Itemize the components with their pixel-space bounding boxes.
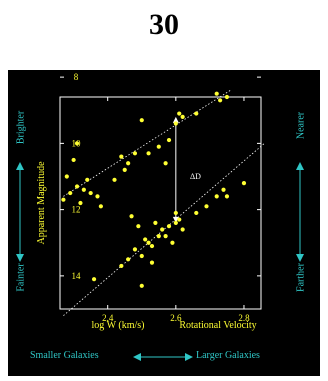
y-tick-label: 14	[72, 271, 82, 281]
data-point-series-1	[177, 111, 182, 116]
data-point-series-2	[194, 210, 199, 216]
chart-panel: 2.42.62.88101214 ΔD Apparent Magnitude l…	[8, 70, 320, 376]
data-point-series-2	[180, 227, 185, 232]
x-tick-label: 2.6	[170, 313, 182, 323]
delta-arrow-head-down	[172, 216, 179, 223]
delta-arrow-head-up	[172, 116, 179, 123]
left-double-arrow	[14, 162, 26, 262]
delta-arrow	[172, 116, 179, 223]
delta-d-annotation: ΔD	[190, 172, 201, 181]
data-point-series-1	[85, 177, 90, 182]
data-points	[61, 91, 247, 288]
data-point-series-2	[136, 224, 141, 229]
data-point-series-1	[166, 137, 172, 143]
data-point-series-1	[163, 161, 168, 166]
data-point-series-2	[204, 204, 209, 209]
brighter-label: Brighter	[15, 110, 27, 145]
data-point-series-1	[224, 94, 230, 100]
data-point-series-1	[214, 91, 219, 96]
data-point-series-1	[88, 190, 93, 196]
data-point-series-1	[95, 194, 100, 199]
data-point-series-2	[126, 257, 131, 262]
data-point-series-2	[153, 220, 158, 225]
data-point-series-2	[173, 220, 178, 225]
data-point-series-2	[166, 224, 172, 229]
y-axis-label: Apparent Magnitude	[36, 161, 47, 245]
data-point-series-1	[71, 157, 76, 163]
axis-ticks: 2.42.62.88101214	[60, 72, 261, 323]
data-point-series-1	[74, 141, 80, 146]
data-point-series-1	[180, 114, 185, 119]
data-point-series-2	[146, 240, 151, 245]
data-point-series-2	[139, 283, 144, 288]
data-point-series-2	[221, 187, 226, 192]
data-point-series-1	[81, 187, 86, 192]
fit-line-1	[63, 90, 231, 197]
data-point-series-2	[139, 253, 144, 259]
nearer-label: Nearer	[295, 111, 307, 140]
data-point-series-1	[98, 204, 103, 209]
data-point-series-1	[74, 184, 80, 189]
data-point-series-1	[194, 111, 199, 116]
fit-line-2	[63, 143, 265, 316]
x-tick-label: 2.8	[238, 313, 250, 323]
data-point-series-1	[61, 197, 66, 202]
data-point-series-1	[64, 174, 69, 179]
data-point-series-2	[149, 243, 155, 249]
data-point-series-2	[156, 234, 161, 239]
data-point-series-2	[241, 181, 247, 186]
data-point-series-2	[143, 237, 148, 242]
data-point-series-1	[119, 154, 124, 159]
data-point-series-1	[156, 144, 161, 149]
fainter-label: Fainter	[15, 263, 27, 292]
data-point-series-1	[78, 200, 83, 206]
data-point-series-2	[170, 240, 175, 245]
data-point-series-1	[132, 151, 138, 156]
x-axis-secondary-label: Rotational Velocity	[179, 320, 256, 331]
data-point-series-2	[163, 234, 168, 239]
data-point-series-1	[218, 98, 223, 103]
data-point-series-1	[173, 121, 178, 126]
smaller-galaxies-label: Smaller Galaxies	[30, 350, 99, 361]
data-point-series-1	[139, 118, 144, 123]
data-point-series-2	[149, 260, 155, 265]
slide-number: 30	[149, 8, 179, 41]
larger-galaxies-label: Larger Galaxies	[196, 350, 260, 361]
data-point-series-1	[68, 190, 73, 196]
x-axis-label: log W (km/s)	[92, 320, 145, 331]
data-point-series-2	[173, 210, 178, 216]
y-tick-label: 8	[74, 72, 79, 82]
data-point-series-2	[91, 277, 97, 282]
data-point-series-1	[146, 151, 151, 156]
plot-frame	[59, 96, 262, 310]
data-point-series-2	[132, 247, 138, 252]
data-point-series-2	[214, 194, 219, 199]
farther-label: Farther	[295, 263, 307, 292]
scatter-chart: 2.42.62.88101214 ΔD Apparent Magnitude l…	[36, 72, 265, 331]
data-point-series-2	[129, 214, 134, 219]
x-tick-label: 2.4	[102, 313, 114, 323]
fit-lines	[63, 90, 265, 316]
data-point-series-2	[177, 217, 182, 222]
data-point-series-1	[122, 167, 127, 172]
data-point-series-2	[119, 263, 124, 269]
bottom-double-arrow	[133, 351, 193, 363]
data-point-series-1	[126, 161, 131, 166]
data-point-series-2	[224, 194, 230, 199]
data-point-series-2	[160, 227, 165, 232]
y-tick-label: 12	[72, 205, 81, 215]
data-point-series-1	[112, 177, 117, 182]
right-double-arrow	[294, 162, 306, 262]
